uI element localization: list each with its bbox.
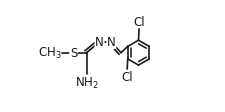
Text: N: N (107, 36, 116, 49)
Text: CH$_3$: CH$_3$ (38, 46, 62, 61)
Text: N: N (107, 36, 116, 49)
Text: NH$_2$: NH$_2$ (75, 75, 98, 90)
Text: N: N (95, 36, 104, 49)
Text: Cl: Cl (133, 16, 145, 29)
Text: S: S (70, 47, 77, 60)
Text: S: S (70, 47, 77, 60)
Text: Cl: Cl (121, 71, 133, 83)
Text: N: N (95, 36, 104, 49)
